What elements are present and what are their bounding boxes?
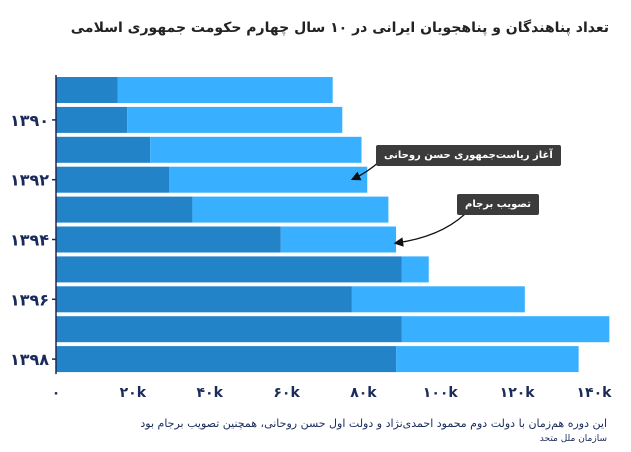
bar-1394-segment-1 — [56, 226, 281, 253]
y-tick-label: ۱۳۹۸ — [10, 350, 49, 369]
x-tick-label: ۲۰k — [120, 385, 147, 401]
x-tick-label: ۱۲۰k — [500, 385, 536, 401]
bar-1389-segment-2 — [117, 77, 333, 103]
x-tick-label: ۴۰k — [197, 385, 224, 401]
x-tick-label: ۱۰۰k — [423, 385, 459, 401]
annotation-jcpoa: تصویب برجام — [457, 194, 539, 215]
bar-1396-segment-1 — [56, 286, 352, 313]
x-tick-label: ۶۰k — [273, 385, 300, 401]
bar-1395-segment-2 — [401, 256, 429, 283]
y-tick-label: ۱۳۹۰ — [10, 111, 49, 130]
bar-1394-segment-2 — [280, 226, 397, 253]
bar-1391-segment-1 — [56, 136, 151, 163]
bar-1392-segment-2 — [169, 166, 368, 193]
bar-1397-segment-2 — [401, 316, 610, 343]
annotation-rouhani-start: آغاز ریاست‌جمهوری حسن روحانی — [376, 145, 561, 166]
footnote: این دوره هم‌زمان با دولت دوم محمود احمدی… — [140, 417, 607, 430]
bar-1393-segment-1 — [56, 196, 193, 223]
bar-1391-segment-2 — [150, 136, 362, 163]
chart-title: تعداد پناهندگان و پناهجویان ایرانی در ۱۰… — [70, 20, 609, 36]
bar-1398-segment-2 — [396, 346, 579, 373]
bar-1393-segment-2 — [192, 196, 389, 223]
y-tick-label: ۱۳۹۶ — [10, 290, 49, 309]
x-tick-label: ۰ — [52, 385, 61, 401]
bar-1392-segment-1 — [56, 166, 170, 193]
annotation-arrow-jcpoa — [393, 213, 466, 247]
source-label: سازمان ملل متحد — [539, 434, 607, 444]
y-tick-label: ۱۳۹۲ — [10, 171, 49, 190]
bar-1396-segment-2 — [351, 286, 525, 313]
x-tick-label: ۱۴۰k — [577, 385, 613, 401]
bar-1390-segment-1 — [56, 106, 128, 133]
bar-1390-segment-2 — [127, 106, 343, 133]
x-tick-label: ۸۰k — [350, 385, 377, 401]
bar-1398-segment-1 — [56, 346, 397, 373]
y-tick-label: ۱۳۹۴ — [10, 231, 49, 250]
bar-1395-segment-1 — [56, 256, 402, 283]
bar-1389-segment-1 — [56, 77, 118, 103]
bar-1397-segment-1 — [56, 316, 402, 343]
